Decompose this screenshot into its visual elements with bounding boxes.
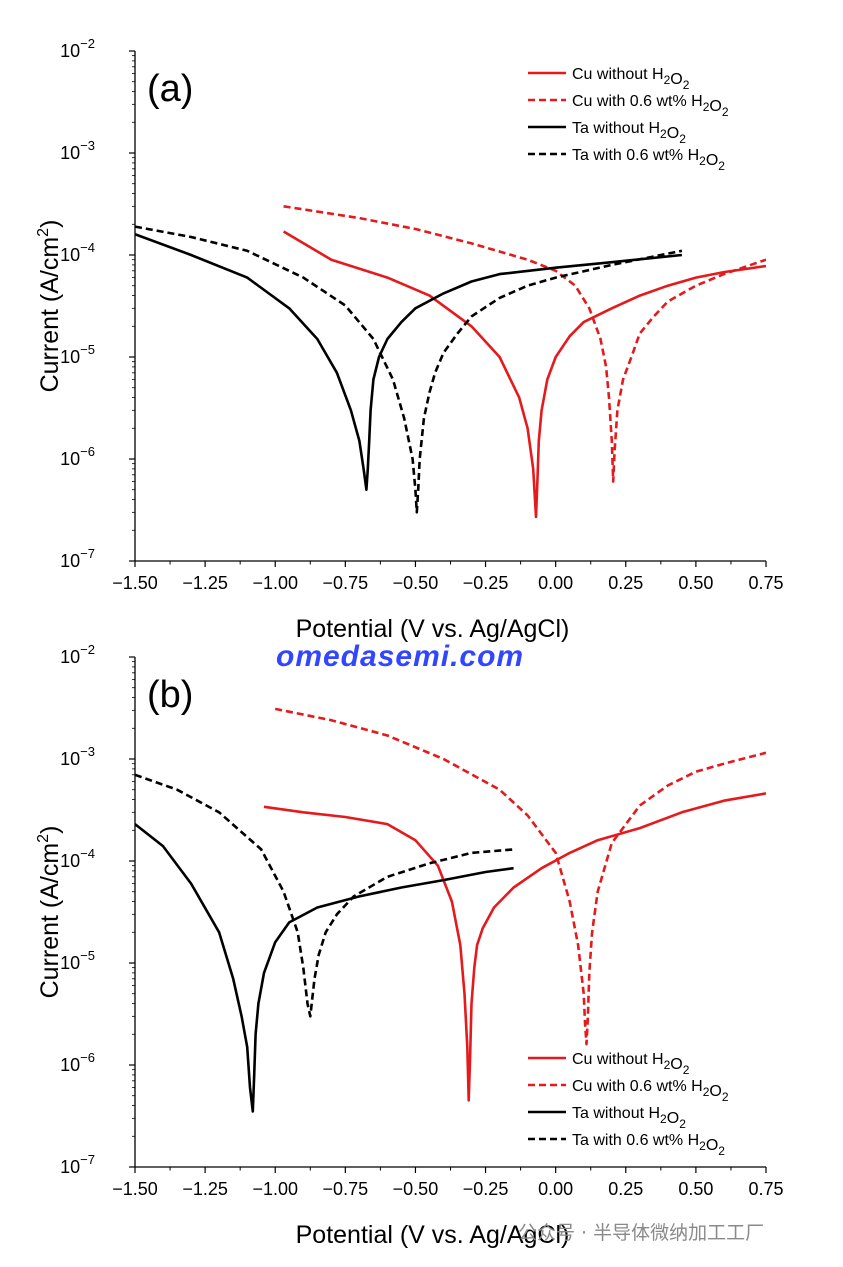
series-line-2	[135, 823, 514, 1113]
y-tick-exponent: −4	[80, 240, 95, 255]
x-tick-label: −1.50	[112, 573, 158, 593]
y-tick-label: 10−6	[60, 1050, 95, 1075]
x-tick-label: −1.00	[252, 573, 298, 593]
legend-label: Ta with 0.6 wt% H2O2	[572, 1132, 725, 1158]
y-tick-base: 10	[60, 953, 80, 973]
x-tick-label: −0.25	[463, 573, 509, 593]
legend-label: Cu without H2O2	[572, 66, 690, 92]
x-tick-label: 0.25	[608, 1179, 643, 1199]
y-axis-label-part: )	[36, 826, 64, 834]
y-tick-exponent: −3	[80, 138, 95, 153]
x-tick-label: 0.50	[678, 1179, 713, 1199]
y-tick-label: 10−3	[60, 138, 95, 163]
chart-panel-a: −1.50 −1.25 −1.00 −0.75 −0.50 −0.25 0.00 0.25 0.…	[35, 36, 784, 643]
x-tick-label: −0.75	[323, 1179, 369, 1199]
y-tick-label: 10−3	[60, 744, 95, 769]
y-tick-exponent: −2	[80, 642, 95, 657]
legend-label: Cu without H2O2	[572, 1051, 690, 1077]
x-axis-label: Potential (V vs. Ag/AgCl)	[296, 1221, 570, 1249]
series-line-1	[274, 707, 766, 1046]
y-tick-label: 10−7	[60, 546, 95, 571]
y-tick-base: 10	[60, 1157, 80, 1177]
y-axis-label-part: )	[36, 220, 64, 228]
y-axis-label-part: Current (A/cm	[36, 843, 64, 999]
x-tick-label: 0.75	[748, 573, 783, 593]
panel-label: (a)	[147, 68, 193, 110]
series-line-3	[135, 773, 514, 1018]
x-tick-label: −1.25	[182, 1179, 228, 1199]
y-tick-exponent: −5	[80, 342, 95, 357]
y-tick-base: 10	[60, 647, 80, 667]
y-tick-label: 10−5	[60, 948, 95, 973]
x-tick-label: 0.75	[748, 1179, 783, 1199]
y-tick-exponent: −4	[80, 846, 95, 861]
y-tick-exponent: −5	[80, 948, 95, 963]
y-tick-label: 10−2	[60, 36, 95, 61]
y-axis-label: Current (A/cm2)	[35, 826, 64, 999]
y-axis-label-part: Current (A/cm	[36, 237, 64, 393]
y-tick-exponent: −3	[80, 744, 95, 759]
y-tick-base: 10	[60, 41, 80, 61]
y-axis-label-sup: 2	[35, 834, 52, 843]
y-tick-label: 10−6	[60, 444, 95, 469]
y-tick-exponent: −7	[80, 546, 95, 561]
x-tick-label: −0.75	[323, 573, 369, 593]
watermark-text: omedasemi.com	[276, 640, 525, 673]
chart-panel-b: −1.50 −1.25 −1.00 −0.75 −0.50 −0.25 0.00 0.25 0.…	[35, 642, 784, 1249]
x-tick-label: 0.00	[538, 573, 573, 593]
y-tick-base: 10	[60, 449, 80, 469]
x-tick-label: 0.00	[538, 1179, 573, 1199]
x-tick-label: 0.50	[678, 573, 713, 593]
y-tick-base: 10	[60, 245, 80, 265]
series-line-3	[135, 225, 683, 514]
panel-label: (b)	[147, 674, 193, 716]
legend-label: Ta without H2O2	[572, 120, 686, 146]
x-axis-label: Potential (V vs. Ag/AgCl)	[296, 615, 570, 643]
series-line-0	[263, 792, 766, 1102]
x-tick-label: −0.50	[393, 573, 439, 593]
y-tick-base: 10	[60, 143, 80, 163]
x-tick-label: −0.50	[393, 1179, 439, 1199]
y-tick-exponent: −6	[80, 444, 95, 459]
x-tick-label: −1.00	[252, 1179, 298, 1199]
watermark-bottom: 公众号 · 半导体微纳加工工厂	[518, 1222, 765, 1244]
series-line-0	[282, 230, 766, 519]
legend-label: Ta without H2O2	[572, 1105, 686, 1131]
series-line-2	[135, 232, 683, 492]
y-tick-exponent: −7	[80, 1152, 95, 1167]
y-axis-label-sup: 2	[35, 228, 52, 237]
y-tick-label: 10−2	[60, 642, 95, 667]
x-tick-label: −1.25	[182, 573, 228, 593]
y-tick-exponent: −2	[80, 36, 95, 51]
y-tick-base: 10	[60, 347, 80, 367]
y-tick-base: 10	[60, 1055, 80, 1075]
y-tick-label: 10−5	[60, 342, 95, 367]
legend-label: Cu with 0.6 wt% H2O2	[572, 93, 729, 119]
y-tick-label: 10−7	[60, 1152, 95, 1177]
y-tick-base: 10	[60, 749, 80, 769]
legend-label: Ta with 0.6 wt% H2O2	[572, 147, 725, 173]
y-axis-label: Current (A/cm2)	[35, 220, 64, 393]
y-tick-base: 10	[60, 551, 80, 571]
x-tick-label: −1.50	[112, 1179, 158, 1199]
y-tick-label: 10−4	[60, 240, 95, 265]
y-tick-exponent: −6	[80, 1050, 95, 1065]
x-tick-label: −0.25	[463, 1179, 509, 1199]
legend-label: Cu with 0.6 wt% H2O2	[572, 1078, 729, 1104]
series-line-1	[283, 205, 766, 483]
y-tick-base: 10	[60, 851, 80, 871]
x-tick-label: 0.25	[608, 573, 643, 593]
y-tick-label: 10−4	[60, 846, 95, 871]
